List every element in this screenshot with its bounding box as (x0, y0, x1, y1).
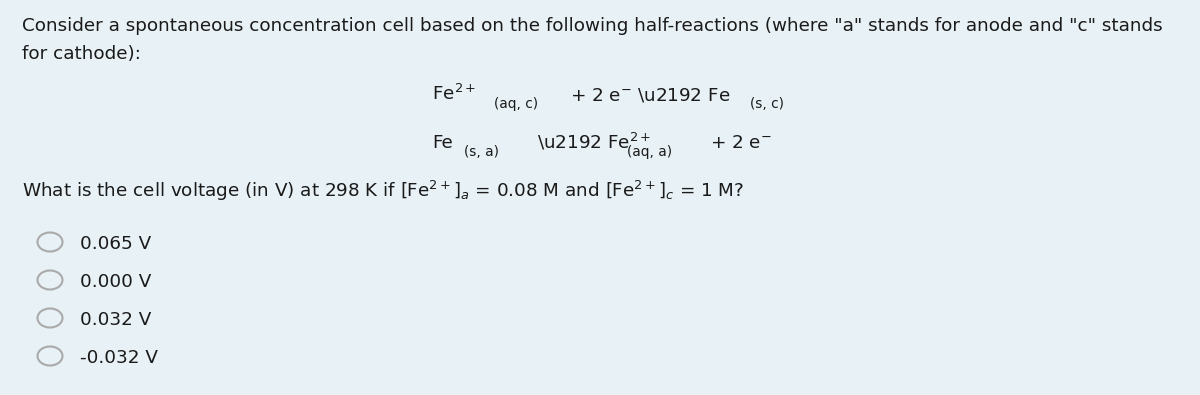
Text: Fe: Fe (432, 134, 452, 152)
Text: 0.065 V: 0.065 V (80, 235, 151, 253)
Text: + 2 e$^{-}$: + 2 e$^{-}$ (710, 134, 772, 152)
Text: (aq, a): (aq, a) (628, 145, 672, 159)
Text: Fe$^{2+}$: Fe$^{2+}$ (432, 84, 476, 104)
Text: What is the cell voltage (in V) at 298 K if [Fe$^{2+}$]$_a$ = 0.08 M and [Fe$^{2: What is the cell voltage (in V) at 298 K… (22, 179, 744, 203)
Text: + 2 e$^{-}$ \u2192 Fe: + 2 e$^{-}$ \u2192 Fe (570, 86, 731, 104)
Text: 0.032 V: 0.032 V (80, 311, 151, 329)
Text: (s, c): (s, c) (750, 97, 784, 111)
Text: \u2192 Fe$^{2+}$: \u2192 Fe$^{2+}$ (538, 131, 652, 152)
Text: (s, a): (s, a) (464, 145, 499, 159)
Text: -0.032 V: -0.032 V (80, 349, 158, 367)
Text: Consider a spontaneous concentration cell based on the following half-reactions : Consider a spontaneous concentration cel… (22, 17, 1163, 35)
Text: (aq, c): (aq, c) (494, 97, 538, 111)
Text: 0.000 V: 0.000 V (80, 273, 151, 291)
Text: for cathode):: for cathode): (22, 45, 140, 63)
